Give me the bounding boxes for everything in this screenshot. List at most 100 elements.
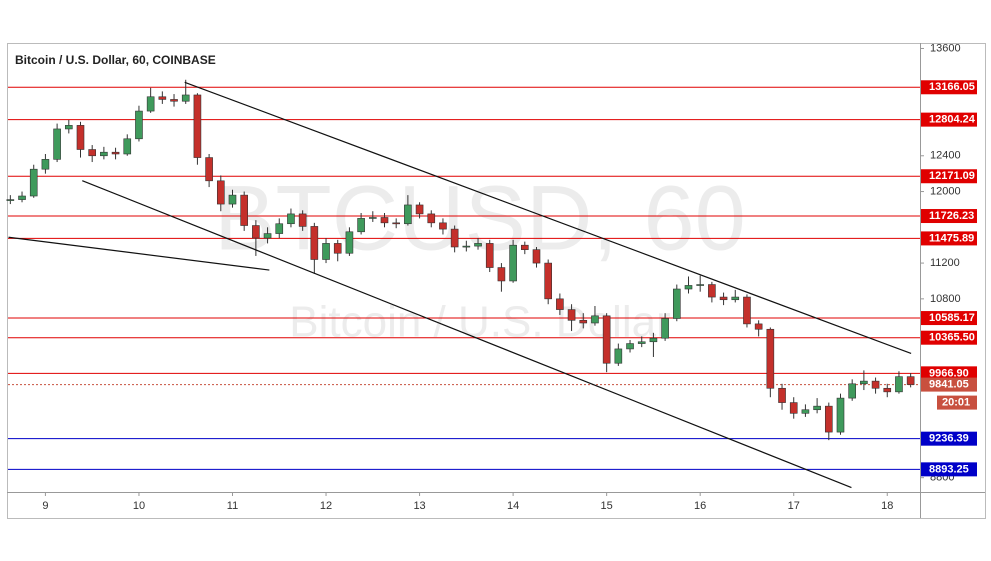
candle-body bbox=[263, 233, 272, 239]
candle-body bbox=[298, 213, 307, 227]
countdown-box bbox=[937, 395, 977, 410]
candle-body bbox=[637, 341, 646, 344]
candle-body bbox=[368, 217, 377, 219]
x-tick-label: 17 bbox=[788, 500, 800, 512]
candle-body bbox=[100, 151, 108, 157]
candle-body bbox=[509, 244, 517, 282]
x-tick-label: 18 bbox=[881, 500, 893, 512]
candle-body bbox=[158, 96, 167, 100]
candle-body bbox=[450, 228, 459, 248]
candle-body bbox=[88, 149, 96, 157]
candle-body bbox=[485, 243, 494, 268]
level-label: 9236.39 bbox=[929, 433, 969, 445]
level-label-box bbox=[921, 112, 977, 127]
candle-body bbox=[591, 315, 599, 324]
candle-body bbox=[544, 262, 552, 300]
candle-body bbox=[672, 288, 681, 319]
candle-body bbox=[345, 231, 354, 254]
level-label: 13166.05 bbox=[929, 81, 975, 93]
candle-body bbox=[228, 194, 237, 205]
candle-body bbox=[357, 218, 365, 233]
candle-body bbox=[708, 284, 716, 298]
x-tick-label: 16 bbox=[694, 500, 706, 512]
candle-body bbox=[766, 328, 775, 389]
x-tick-label: 15 bbox=[601, 500, 613, 512]
level-label-box bbox=[921, 169, 977, 184]
level-label: 10585.17 bbox=[929, 312, 975, 324]
level-label-box bbox=[921, 311, 977, 326]
candle-body bbox=[205, 157, 213, 182]
candle-body bbox=[380, 217, 389, 224]
frame bbox=[7, 43, 986, 519]
candle-body bbox=[871, 380, 880, 389]
candle-body bbox=[135, 110, 143, 140]
candle-body bbox=[661, 318, 669, 339]
last-price-box bbox=[921, 377, 977, 392]
candle-body bbox=[649, 337, 658, 343]
last-price-label: 9841.05 bbox=[929, 379, 969, 391]
candle-body bbox=[474, 243, 482, 247]
y-tick-label: 11200 bbox=[930, 257, 960, 269]
candle-body bbox=[684, 285, 693, 290]
level-label: 8893.25 bbox=[929, 463, 969, 475]
candle-body bbox=[754, 323, 763, 330]
y-tick-label: 12400 bbox=[930, 150, 961, 162]
candle-body bbox=[906, 376, 915, 385]
x-tick-label: 12 bbox=[320, 500, 332, 512]
candle-body bbox=[614, 348, 623, 364]
candle-body bbox=[111, 151, 120, 155]
candle-body bbox=[29, 168, 38, 197]
candle-body bbox=[532, 249, 541, 264]
candle-body bbox=[520, 244, 529, 250]
level-label: 11726.23 bbox=[929, 210, 974, 222]
candle-body bbox=[322, 243, 330, 260]
candle-body bbox=[789, 402, 798, 414]
candle-body bbox=[427, 213, 436, 224]
candle-body bbox=[193, 94, 202, 158]
candle-body bbox=[743, 296, 751, 325]
level-label: 9966.90 bbox=[929, 367, 969, 379]
candle-body bbox=[146, 96, 155, 112]
x-tick-label: 11 bbox=[227, 500, 238, 512]
candle-body bbox=[404, 204, 412, 225]
candle-body bbox=[860, 380, 868, 385]
candle-body bbox=[848, 383, 856, 399]
y-tick-label: 13600 bbox=[930, 42, 961, 54]
y-tick-label: 10800 bbox=[930, 293, 961, 305]
x-tick-label: 10 bbox=[133, 500, 145, 512]
candle-body bbox=[497, 267, 506, 282]
trendline bbox=[184, 81, 912, 355]
candle-body bbox=[778, 387, 786, 403]
x-tick-label: 13 bbox=[413, 500, 425, 512]
level-label-box bbox=[921, 462, 977, 477]
candle-body bbox=[579, 320, 588, 324]
trendline bbox=[82, 180, 852, 489]
candle-body bbox=[801, 409, 810, 414]
candle-body bbox=[392, 222, 400, 225]
level-label: 11475.89 bbox=[929, 232, 974, 244]
candle-body bbox=[6, 199, 15, 201]
candle-body bbox=[696, 284, 704, 286]
candle-body bbox=[895, 376, 903, 393]
trendline bbox=[8, 236, 270, 271]
candle-body bbox=[719, 296, 728, 301]
candle-body bbox=[731, 296, 740, 301]
countdown: 20:01 bbox=[942, 397, 970, 409]
candle-body bbox=[240, 194, 248, 226]
x-tick-label: 9 bbox=[42, 500, 48, 512]
candle-body bbox=[76, 125, 85, 150]
candle-body bbox=[310, 226, 319, 260]
level-label-box bbox=[921, 80, 977, 95]
level-label-box bbox=[921, 366, 977, 381]
candle-body bbox=[275, 223, 284, 234]
candle-body bbox=[287, 213, 295, 225]
chart-title: Bitcoin / U.S. Dollar, 60, COINBASE bbox=[15, 53, 216, 67]
level-label: 12804.24 bbox=[929, 114, 976, 126]
candle-body bbox=[462, 245, 471, 248]
candle-body bbox=[41, 159, 50, 170]
level-label-box bbox=[921, 231, 977, 246]
candle-body bbox=[556, 298, 564, 310]
candle-body bbox=[439, 222, 447, 230]
